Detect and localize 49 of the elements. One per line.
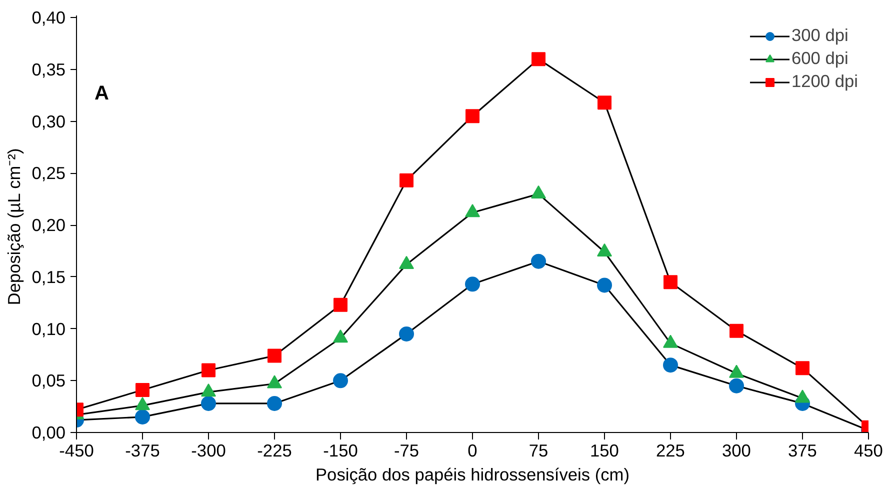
point — [202, 363, 216, 378]
y-tick-label: 0,05 — [32, 370, 66, 391]
x-tick-label: -150 — [323, 440, 358, 460]
point — [268, 348, 282, 363]
x-tick-label: 300 — [722, 440, 751, 460]
point — [663, 358, 678, 373]
point — [597, 278, 612, 293]
point — [399, 326, 414, 342]
y-tick-label: 0,10 — [32, 318, 66, 339]
point — [135, 409, 150, 424]
point — [598, 96, 612, 110]
y-axis-title: Deposição (µL cm⁻²) — [4, 148, 24, 306]
y-tick-label: 0,40 — [32, 8, 66, 28]
x-tick-label: -225 — [257, 440, 292, 460]
x-tick-label: 450 — [854, 440, 883, 460]
point — [729, 378, 744, 394]
y-tick-label: 0,15 — [32, 266, 66, 287]
x-axis-title: Posição dos papéis hidrossensíveis (cm) — [316, 464, 630, 484]
y-tick-label: 0,25 — [32, 163, 66, 184]
x-tick-label: 150 — [590, 440, 619, 460]
y-tick-label: 0,20 — [32, 215, 66, 236]
point — [532, 52, 546, 66]
point — [730, 324, 744, 338]
x-tick-label: 0 — [468, 440, 478, 460]
x-tick-label: 225 — [656, 440, 685, 460]
x-tick-label: 75 — [528, 440, 548, 460]
point — [664, 275, 678, 290]
x-tick-label: -75 — [394, 440, 420, 460]
x-tick-label: -375 — [125, 440, 160, 460]
annotation: A — [94, 82, 109, 104]
y-tick-label: 0,30 — [32, 111, 66, 132]
point — [796, 361, 810, 376]
y-tick-label: 0,35 — [32, 59, 66, 80]
point — [201, 396, 216, 411]
y-tick-label: 0,00 — [32, 422, 66, 442]
point — [466, 109, 480, 124]
x-tick-label: -450 — [59, 440, 94, 460]
point — [333, 373, 348, 388]
point — [267, 396, 282, 411]
point — [531, 254, 546, 269]
point — [334, 298, 348, 312]
legend-label: 1200 dpi — [792, 71, 858, 92]
legend-label: 600 dpi — [792, 48, 848, 69]
point — [136, 382, 150, 397]
x-tick-label: 375 — [788, 440, 817, 460]
x-tick-label: -300 — [191, 440, 226, 460]
point — [465, 276, 480, 292]
point — [400, 173, 414, 188]
legend-label: 300 dpi — [792, 25, 848, 46]
